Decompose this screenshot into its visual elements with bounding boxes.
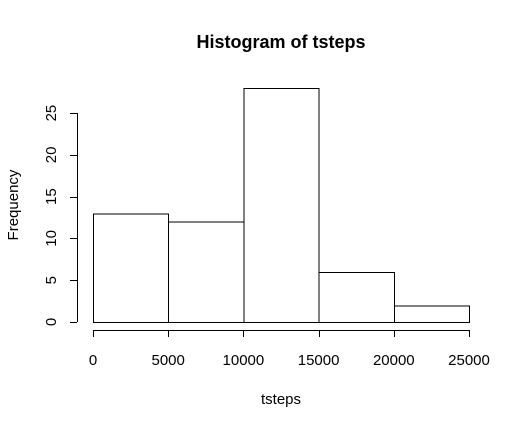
x-axis-label: tsteps — [261, 391, 301, 408]
bars-layer — [93, 88, 470, 324]
histogram-bar — [393, 305, 470, 323]
y-tick-label: 0 — [43, 318, 60, 326]
x-tick-label: 20000 — [373, 352, 415, 369]
histogram-bar — [168, 221, 245, 323]
histogram-bar — [318, 271, 395, 324]
y-axis: 0 5 10 15 20 25 — [43, 105, 78, 326]
chart-title: Histogram of tsteps — [196, 32, 365, 52]
x-tick-label: 5000 — [152, 352, 185, 369]
y-tick-label: 10 — [43, 230, 60, 247]
histogram-bar — [243, 88, 320, 323]
x-tick-label: 10000 — [223, 352, 265, 369]
y-tick-label: 25 — [43, 105, 60, 122]
x-tick-label: 0 — [89, 352, 97, 369]
y-axis-label: Frequency — [5, 169, 22, 240]
x-tick-label: 15000 — [298, 352, 340, 369]
y-tick-label: 20 — [43, 147, 60, 164]
x-tick-label: 25000 — [448, 352, 490, 369]
histogram-bar — [93, 213, 170, 324]
y-tick-label: 15 — [43, 188, 60, 205]
y-tick-label: 5 — [43, 276, 60, 284]
x-axis: 0 5000 10000 15000 20000 25000 — [89, 330, 490, 369]
